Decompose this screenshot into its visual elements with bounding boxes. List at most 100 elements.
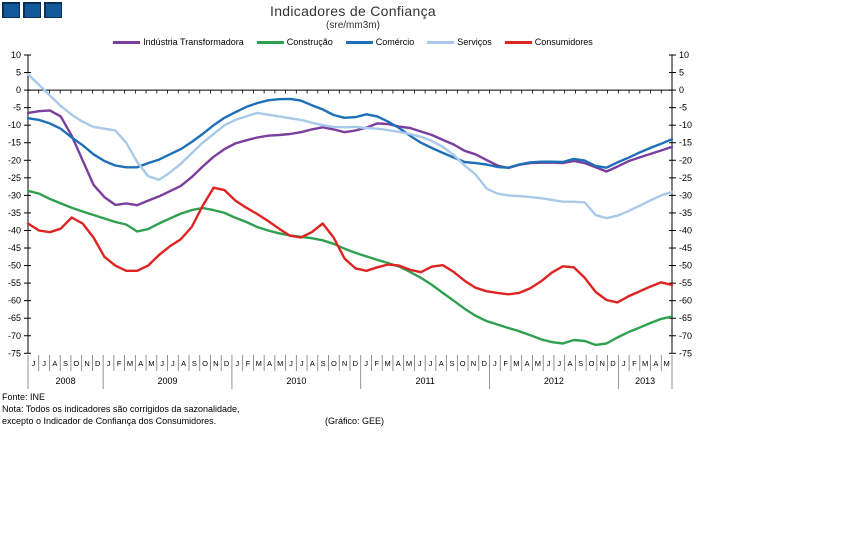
month-label: J xyxy=(235,359,239,368)
chart-title: Indicadores de Confiança xyxy=(270,3,436,19)
source-note: Fonte: INE xyxy=(2,392,46,402)
svg-text:-25: -25 xyxy=(8,173,21,183)
month-label: N xyxy=(342,359,347,368)
month-label: D xyxy=(224,359,230,368)
svg-text:-10: -10 xyxy=(679,120,692,130)
svg-text:-55: -55 xyxy=(679,278,692,288)
month-label: M xyxy=(277,359,283,368)
month-label: N xyxy=(213,359,218,368)
month-label: A xyxy=(138,359,143,368)
month-label: J xyxy=(300,359,304,368)
month-label: M xyxy=(384,359,390,368)
month-label: J xyxy=(31,359,35,368)
legend-line-swatch xyxy=(113,40,141,44)
month-label: A xyxy=(181,359,186,368)
series-line-0 xyxy=(26,109,674,207)
svg-text:-35: -35 xyxy=(679,208,692,218)
month-label: O xyxy=(202,359,208,368)
year-label: 2013 xyxy=(635,376,655,386)
month-label: O xyxy=(331,359,337,368)
month-label: J xyxy=(557,359,561,368)
month-label: N xyxy=(471,359,476,368)
month-label: A xyxy=(568,359,573,368)
year-label: 2010 xyxy=(286,376,306,386)
svg-text:-15: -15 xyxy=(8,138,21,148)
svg-text:-15: -15 xyxy=(679,138,692,148)
month-label: A xyxy=(267,359,272,368)
month-label: M xyxy=(642,359,648,368)
month-label: A xyxy=(653,359,658,368)
svg-text:-65: -65 xyxy=(8,313,21,323)
svg-text:-25: -25 xyxy=(679,173,692,183)
chart-subtitle: (sre/mm3m) xyxy=(326,20,380,31)
legend-label: Indústria Transformadora xyxy=(143,37,244,47)
footnote-line1: Nota: Todos os indicadores são corrigido… xyxy=(2,404,240,414)
svg-text:-40: -40 xyxy=(679,225,692,235)
svg-text:-75: -75 xyxy=(679,348,692,358)
month-label: A xyxy=(396,359,401,368)
month-label: A xyxy=(439,359,444,368)
month-label: J xyxy=(622,359,626,368)
month-label: J xyxy=(160,359,164,368)
svg-text:-45: -45 xyxy=(8,243,21,253)
month-label: M xyxy=(664,359,670,368)
svg-text:-5: -5 xyxy=(13,103,21,113)
chart-legend: Indústria Transformadora Construção Comérc… xyxy=(0,37,706,47)
confidence-line-chart: 10 10 5 5 0 0 -5 -5 -10 -10 -15 -15 -20 -20 -25 -25 -30 -… xyxy=(8,50,692,389)
month-label: F xyxy=(632,359,637,368)
legend-line-swatch xyxy=(504,40,532,44)
zero-axis xyxy=(27,89,673,94)
series-line-2 xyxy=(26,97,674,169)
logo-squares xyxy=(2,2,62,18)
month-label: J xyxy=(107,359,111,368)
legend-line-swatch xyxy=(427,40,455,44)
logo-square xyxy=(23,2,41,18)
footnote-line2: excepto o Indicador de Confiança dos Con… xyxy=(2,416,217,426)
svg-text:-40: -40 xyxy=(8,225,21,235)
svg-text:-70: -70 xyxy=(679,331,692,341)
year-label: 2011 xyxy=(415,376,434,386)
legend-item-0: Indústria Transformadora xyxy=(113,37,244,47)
month-label: J xyxy=(418,359,422,368)
svg-text:-5: -5 xyxy=(679,103,687,113)
month-label: J xyxy=(547,359,551,368)
month-label: O xyxy=(589,359,595,368)
series-line-4 xyxy=(26,186,674,304)
chart-header: Indicadores de Confiança (sre/mm3m) xyxy=(0,3,706,31)
month-label: J xyxy=(171,359,175,368)
svg-text:-55: -55 xyxy=(8,278,21,288)
month-label: J xyxy=(42,359,46,368)
month-label: F xyxy=(375,359,380,368)
year-label: 2009 xyxy=(158,376,178,386)
svg-text:5: 5 xyxy=(679,68,684,78)
month-label: J xyxy=(429,359,433,368)
svg-text:-20: -20 xyxy=(679,155,692,165)
legend-label: Consumidores xyxy=(534,37,593,47)
legend-label: Construção xyxy=(286,37,333,47)
logo-square xyxy=(44,2,62,18)
svg-text:5: 5 xyxy=(16,68,21,78)
month-label: D xyxy=(95,359,101,368)
svg-text:-70: -70 xyxy=(8,331,21,341)
series-line-1 xyxy=(26,189,674,347)
month-label: A xyxy=(310,359,315,368)
month-label: M xyxy=(148,359,154,368)
month-label: J xyxy=(493,359,497,368)
svg-text:0: 0 xyxy=(679,85,684,95)
svg-text:-10: -10 xyxy=(8,120,21,130)
svg-text:-30: -30 xyxy=(8,190,21,200)
year-label: 2012 xyxy=(544,376,564,386)
legend-item-3: Serviços xyxy=(427,37,492,47)
svg-text:0: 0 xyxy=(16,85,21,95)
svg-text:10: 10 xyxy=(11,50,21,60)
year-label: 2008 xyxy=(56,376,76,386)
month-label: D xyxy=(610,359,616,368)
svg-text:-60: -60 xyxy=(679,296,692,306)
svg-text:-65: -65 xyxy=(679,313,692,323)
legend-line-swatch xyxy=(256,40,284,44)
svg-text:-35: -35 xyxy=(8,208,21,218)
month-label: S xyxy=(578,359,583,368)
svg-text:-50: -50 xyxy=(679,261,692,271)
legend-line-swatch xyxy=(345,40,373,44)
